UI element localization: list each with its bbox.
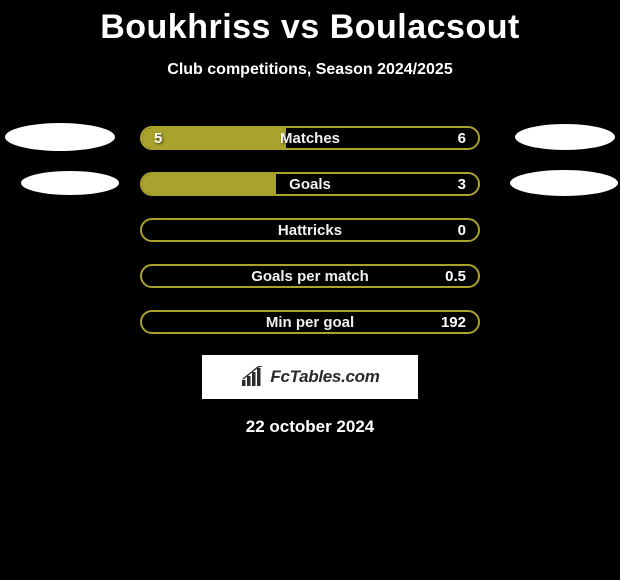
stat-right-value: 0 <box>458 220 466 240</box>
logo-bars-icon <box>240 366 266 388</box>
logo-text: FcTables.com <box>270 367 379 387</box>
vs-text: vs <box>281 8 320 46</box>
stat-row: 3Goals <box>0 161 620 207</box>
left-blob-icon <box>5 123 115 151</box>
stat-bar-left-fill <box>142 174 276 194</box>
stat-row: 0Hattricks <box>0 207 620 253</box>
logo: FcTables.com <box>240 366 379 388</box>
stat-bar: 0Hattricks <box>140 218 480 242</box>
stat-bar: 192Min per goal <box>140 310 480 334</box>
stat-label: Hattricks <box>142 220 478 240</box>
player-right-name: Boulacsout <box>330 8 520 46</box>
logo-box: FcTables.com <box>202 355 418 399</box>
subtitle: Club competitions, Season 2024/2025 <box>0 61 620 79</box>
stat-row: 56Matches <box>0 115 620 161</box>
left-blob-icon <box>21 171 119 195</box>
date-text: 22 october 2024 <box>0 417 620 437</box>
page-title: Boukhriss vs Boulacsout <box>0 0 620 47</box>
stat-label: Min per goal <box>142 312 478 332</box>
comparison-chart: 56Matches3Goals0Hattricks0.5Goals per ma… <box>0 115 620 345</box>
stat-bar-left-fill <box>142 128 286 148</box>
player-left-name: Boukhriss <box>100 8 271 46</box>
stat-right-value: 3 <box>458 174 466 194</box>
stat-bar: 56Matches <box>140 126 480 150</box>
right-blob-icon <box>510 170 618 196</box>
stat-row: 0.5Goals per match <box>0 253 620 299</box>
stat-bar: 3Goals <box>140 172 480 196</box>
right-blob-icon <box>515 124 615 150</box>
stat-left-value: 5 <box>154 128 162 148</box>
stat-row: 192Min per goal <box>0 299 620 345</box>
stat-right-value: 192 <box>441 312 466 332</box>
stat-label: Goals per match <box>142 266 478 286</box>
stat-right-value: 0.5 <box>445 266 466 286</box>
stat-right-value: 6 <box>458 128 466 148</box>
stat-bar: 0.5Goals per match <box>140 264 480 288</box>
